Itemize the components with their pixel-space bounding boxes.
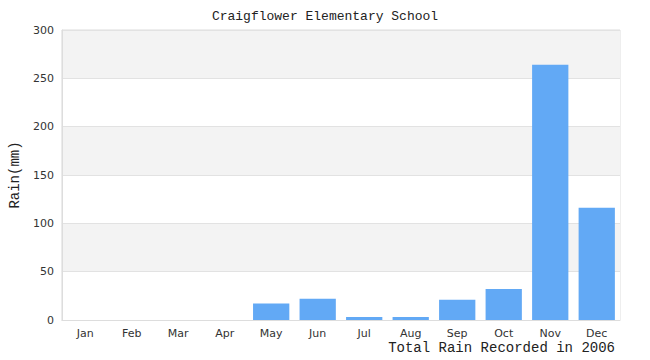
- svg-text:Dec: Dec: [586, 327, 607, 340]
- svg-text:300: 300: [33, 24, 54, 37]
- svg-text:Aug: Aug: [400, 327, 421, 340]
- svg-text:Apr: Apr: [215, 327, 235, 340]
- svg-text:0: 0: [47, 314, 54, 327]
- svg-text:Jul: Jul: [357, 327, 371, 340]
- svg-text:May: May: [260, 327, 283, 340]
- svg-text:Jun: Jun: [308, 327, 326, 340]
- svg-text:Craigflower Elementary School: Craigflower Elementary School: [212, 9, 438, 24]
- svg-text:Nov: Nov: [540, 327, 562, 340]
- svg-text:Rain(mm): Rain(mm): [7, 141, 23, 208]
- svg-text:Mar: Mar: [168, 327, 189, 340]
- svg-text:Sep: Sep: [447, 327, 468, 340]
- svg-text:100: 100: [33, 217, 54, 230]
- svg-text:200: 200: [33, 120, 54, 133]
- svg-text:Total Rain Recorded in 2006: Total Rain Recorded in 2006: [388, 340, 615, 356]
- svg-text:Oct: Oct: [494, 327, 514, 340]
- svg-text:250: 250: [33, 72, 54, 85]
- svg-text:Jan: Jan: [76, 327, 94, 340]
- svg-text:Feb: Feb: [122, 327, 141, 340]
- svg-text:150: 150: [33, 169, 54, 182]
- svg-text:50: 50: [40, 265, 54, 278]
